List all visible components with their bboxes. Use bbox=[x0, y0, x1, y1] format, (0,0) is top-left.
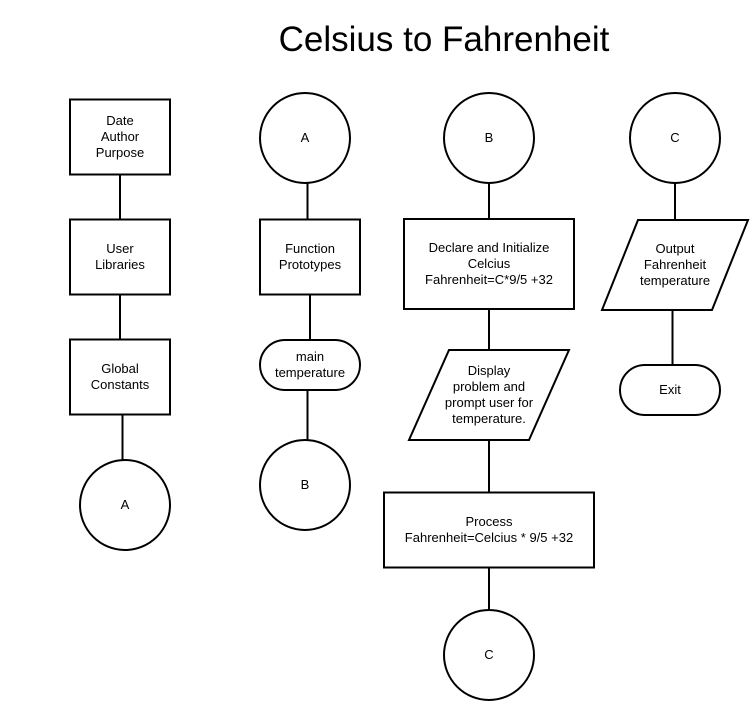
node-c2-conn-b-shape bbox=[259, 439, 351, 531]
node-c1-consts-shape bbox=[69, 338, 171, 416]
node-c3-process-shape bbox=[383, 491, 595, 569]
node-c3-declare-shape bbox=[403, 218, 575, 310]
node-c1-header-shape bbox=[69, 98, 171, 176]
node-c2-conn-a-shape bbox=[259, 92, 351, 184]
node-c1-libs-shape bbox=[69, 218, 171, 296]
nodes-layer bbox=[69, 92, 750, 701]
node-c2-main-shape bbox=[259, 339, 361, 391]
diagram-title: Celsius to Fahrenheit bbox=[278, 20, 610, 59]
node-c1-conn-a-shape bbox=[79, 459, 171, 551]
node-c3-conn-c-shape bbox=[443, 609, 535, 701]
node-c4-output-shape bbox=[600, 219, 750, 311]
node-c3-display-shape bbox=[407, 349, 571, 441]
node-c3-conn-b-shape bbox=[443, 92, 535, 184]
node-c4-conn-c-shape bbox=[629, 92, 721, 184]
edges-layer bbox=[119, 174, 676, 610]
node-c4-exit-shape bbox=[619, 364, 721, 416]
node-c2-protos-shape bbox=[259, 218, 361, 296]
